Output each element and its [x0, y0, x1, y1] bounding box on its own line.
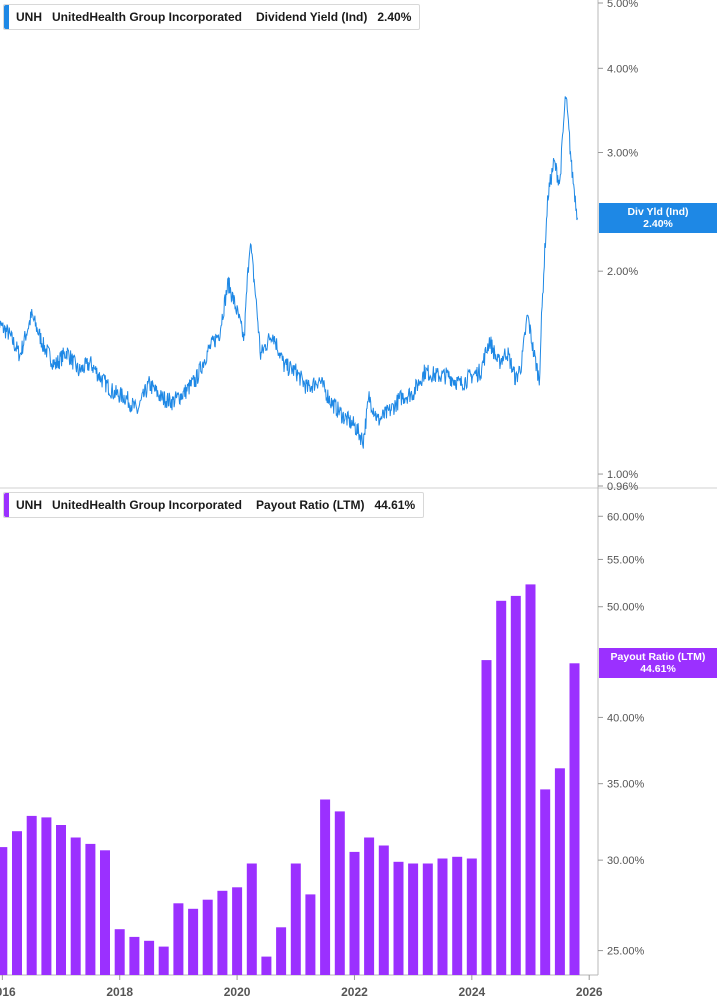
payout-bar	[232, 887, 243, 975]
y-tick-label: 55.00%	[607, 554, 645, 566]
payout-bar	[496, 600, 507, 975]
legend-swatch-blue	[4, 5, 9, 29]
top-y-axis-ticks: 5.00% 4.00% 3.00% 2.00% 1.00%0.96%	[598, 0, 638, 493]
y-tick-label: 25.00%	[607, 946, 645, 958]
payout-bar	[349, 851, 360, 975]
x-tick-label: 2018	[106, 985, 133, 999]
y-tick-label: 5.00%	[607, 0, 638, 10]
payout-bar	[173, 903, 184, 975]
payout-bar	[276, 927, 287, 975]
dividend-yield-line	[0, 96, 578, 449]
y-tick-label: 35.00%	[607, 779, 645, 791]
payout-bar	[261, 956, 272, 975]
payout-bar	[158, 946, 169, 975]
x-tick-label: 2026	[576, 985, 603, 999]
tag-label: Div Yld (Ind)	[627, 205, 689, 218]
legend-metric: Dividend Yield (Ind)	[256, 10, 368, 24]
y-tick-label: 30.00%	[607, 855, 645, 867]
dividend-yield-series	[0, 96, 578, 449]
payout-bar	[422, 863, 433, 975]
payout-bar	[70, 837, 81, 975]
legend-ticker: UNH	[16, 498, 42, 512]
x-tick-label: 2024	[458, 985, 485, 999]
legend-company: UnitedHealth Group Incorporated	[52, 498, 243, 512]
bottom-y-axis-ticks: 60.00% 55.00% 50.00% 40.00% 35.00% 30.00% 25.0…	[598, 511, 645, 958]
legend-metric: Payout Ratio (LTM)	[256, 498, 365, 512]
y-tick-label: 4.00%	[607, 63, 638, 75]
payout-bar	[12, 831, 22, 975]
payout-bar	[334, 811, 345, 975]
payout-bar	[85, 843, 96, 975]
x-tick-label: 2020	[224, 985, 251, 999]
payout-bar	[393, 861, 404, 975]
legend-swatch-purple	[4, 493, 9, 517]
y-tick-label: 40.00%	[607, 712, 645, 724]
payout-bar	[540, 789, 551, 975]
payout-bar	[510, 595, 521, 975]
payout-bar	[452, 856, 463, 975]
payout-bar	[378, 845, 389, 975]
payout-bar	[569, 663, 580, 975]
y-tick-label: 2.00%	[607, 266, 638, 278]
payout-bar	[56, 825, 66, 975]
legend-company: UnitedHealth Group Incorporated	[52, 10, 243, 24]
y-tick-label: 1.00%	[607, 469, 638, 481]
payout-bar	[41, 817, 52, 975]
payout-bar	[217, 890, 228, 975]
x-tick-label: 2022	[341, 985, 368, 999]
tag-value: 2.40%	[643, 217, 673, 230]
x-tick-label: 2016	[0, 985, 16, 999]
top-legend: UNH UnitedHealth Group Incorporated Divi…	[3, 4, 421, 30]
payout-bar	[144, 940, 155, 975]
y-tick-label: 3.00%	[607, 148, 638, 160]
y-tick-label: 0.96%	[607, 481, 638, 493]
payout-ratio-bars	[0, 584, 580, 975]
y-tick-label: 50.00%	[607, 602, 645, 614]
payout-bar	[290, 863, 301, 975]
bottom-legend: UNH UnitedHealth Group Incorporated Payo…	[3, 492, 425, 518]
tag-value: 44.61%	[640, 663, 676, 676]
payout-bar	[129, 936, 140, 975]
legend-ticker: UNH	[16, 10, 42, 24]
payout-bar	[364, 837, 375, 975]
legend-value: 44.61%	[374, 498, 416, 512]
current-value-tag-yield: Div Yld (Ind) 2.40%	[599, 202, 717, 233]
payout-bar	[320, 799, 331, 975]
tag-label: Payout Ratio (LTM)	[610, 651, 706, 664]
payout-bar	[305, 894, 316, 975]
payout-bar	[408, 863, 419, 975]
payout-bar	[246, 863, 257, 975]
payout-bar	[481, 660, 492, 975]
y-tick-label: 60.00%	[607, 511, 645, 523]
payout-bar	[0, 847, 8, 975]
payout-bar	[554, 768, 565, 975]
payout-bar	[466, 858, 477, 975]
legend-value: 2.40%	[377, 10, 412, 24]
payout-bar	[202, 899, 213, 975]
payout-bar	[188, 908, 199, 975]
current-value-tag-payout: Payout Ratio (LTM) 44.61%	[599, 648, 717, 679]
payout-bar	[525, 584, 536, 975]
x-axis-ticks: 2016 2018 2020 2022 2024 2026	[0, 975, 603, 999]
payout-bar	[114, 929, 125, 975]
payout-bar	[26, 815, 37, 975]
payout-bar	[100, 850, 110, 975]
payout-bar	[437, 858, 448, 975]
